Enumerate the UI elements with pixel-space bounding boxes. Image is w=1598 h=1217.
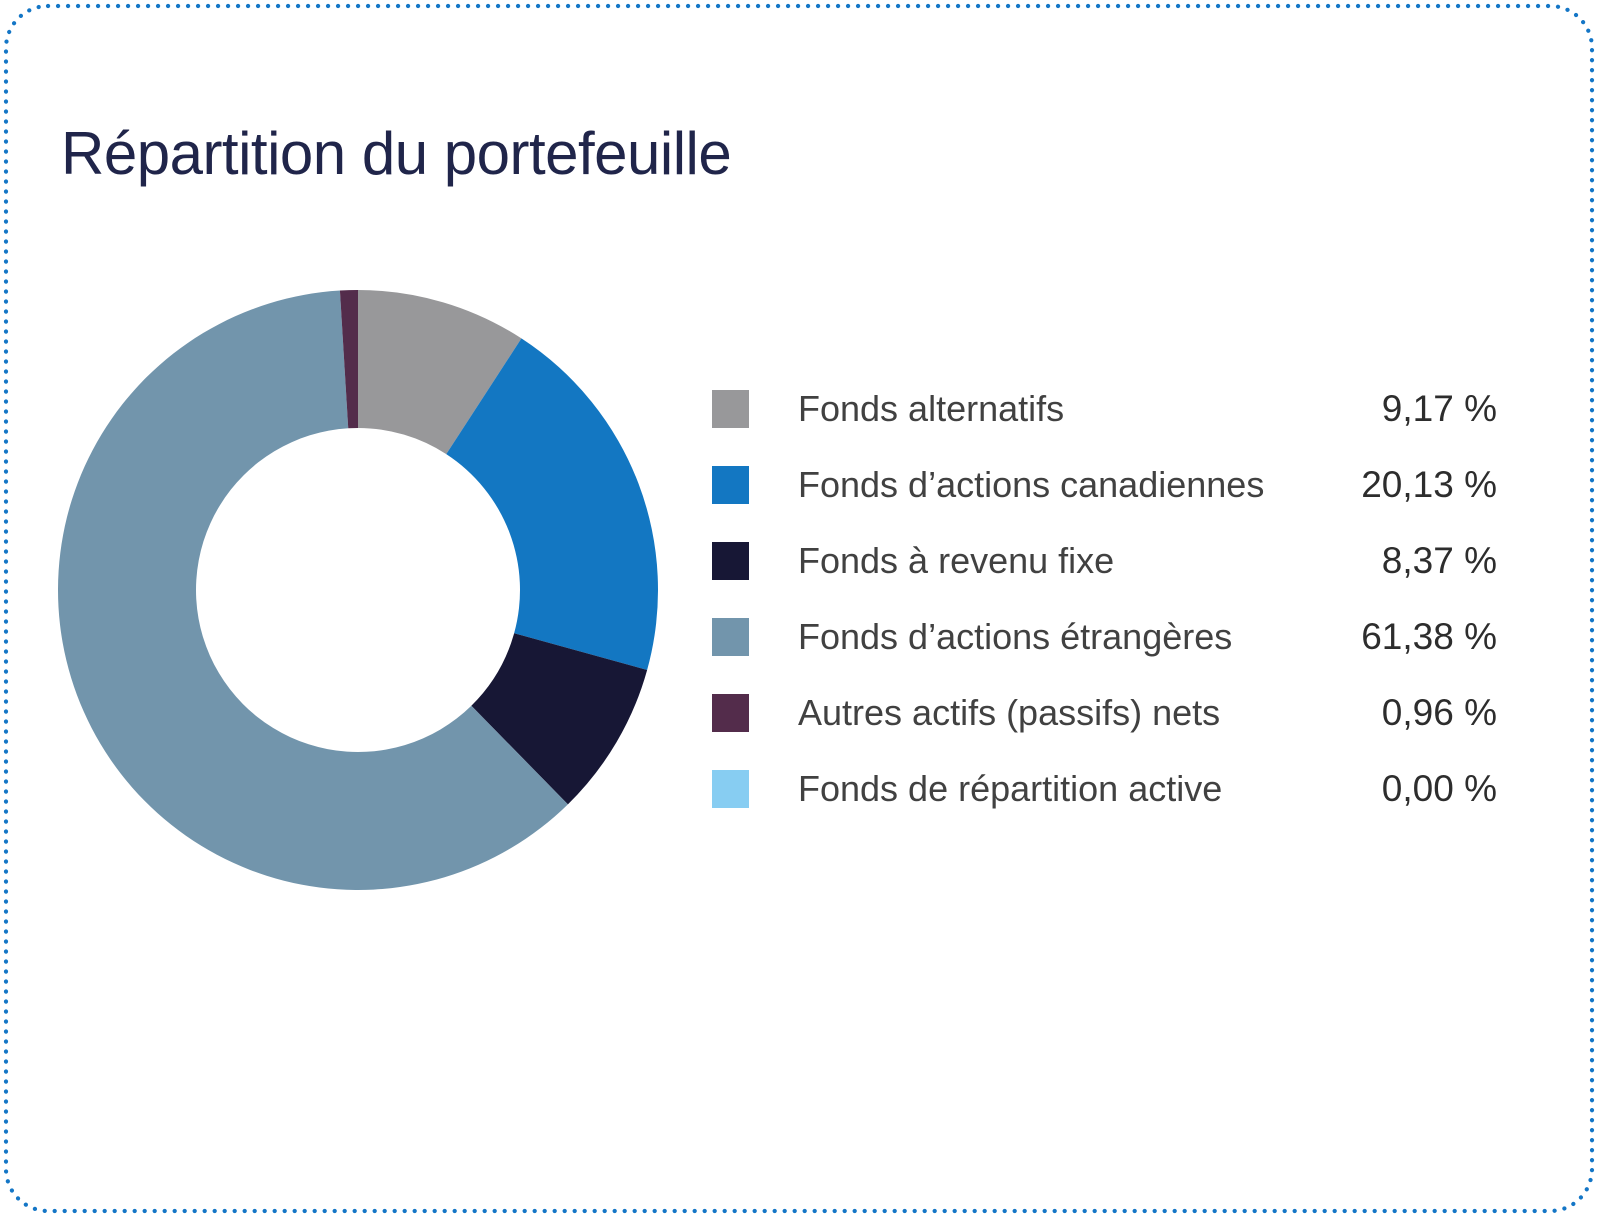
legend-swatch <box>712 770 749 808</box>
donut-segment <box>58 290 568 890</box>
legend-label: Fonds d’actions étrangères <box>798 616 1233 657</box>
legend-swatch <box>712 542 749 580</box>
donut-segment <box>471 633 648 805</box>
legend-swatch <box>712 390 749 428</box>
legend-value: 9,17 % <box>1381 388 1497 429</box>
legend-value: 20,13 % <box>1361 464 1497 505</box>
legend-item: Fonds à revenu fixe 8,37 % <box>712 542 1497 580</box>
legend-swatch <box>712 466 749 504</box>
legend-item: Fonds alternatifs 9,17 % <box>712 390 1497 428</box>
legend-item: Fonds de répartition active 0,00 % <box>712 770 1497 808</box>
legend-value: 0,00 % <box>1381 768 1497 809</box>
legend-swatch <box>712 618 749 656</box>
legend-label: Fonds d’actions canadiennes <box>798 464 1265 505</box>
legend-label: Fonds de répartition active <box>798 768 1223 809</box>
donut-chart <box>58 290 658 890</box>
legend-value: 61,38 % <box>1361 616 1497 657</box>
legend-item: Fonds d’actions étrangères 61,38 % <box>712 618 1497 656</box>
legend-value: 0,96 % <box>1381 692 1497 733</box>
donut-segment <box>358 290 522 455</box>
legend-swatch <box>712 694 749 732</box>
legend-label: Autres actifs (passifs) nets <box>798 692 1221 733</box>
donut-segment <box>339 290 358 429</box>
legend-label: Fonds alternatifs <box>798 388 1065 429</box>
donut-segment <box>446 338 658 671</box>
legend-value: 8,37 % <box>1381 540 1497 581</box>
page-title: Répartition du portefeuille <box>61 120 732 187</box>
legend-label: Fonds à revenu fixe <box>798 540 1115 581</box>
legend: Fonds alternatifs 9,17 % Fonds d’actions… <box>712 390 1497 808</box>
legend-item: Autres actifs (passifs) nets 0,96 % <box>712 694 1497 732</box>
legend-item: Fonds d’actions canadiennes 20,13 % <box>712 466 1497 504</box>
